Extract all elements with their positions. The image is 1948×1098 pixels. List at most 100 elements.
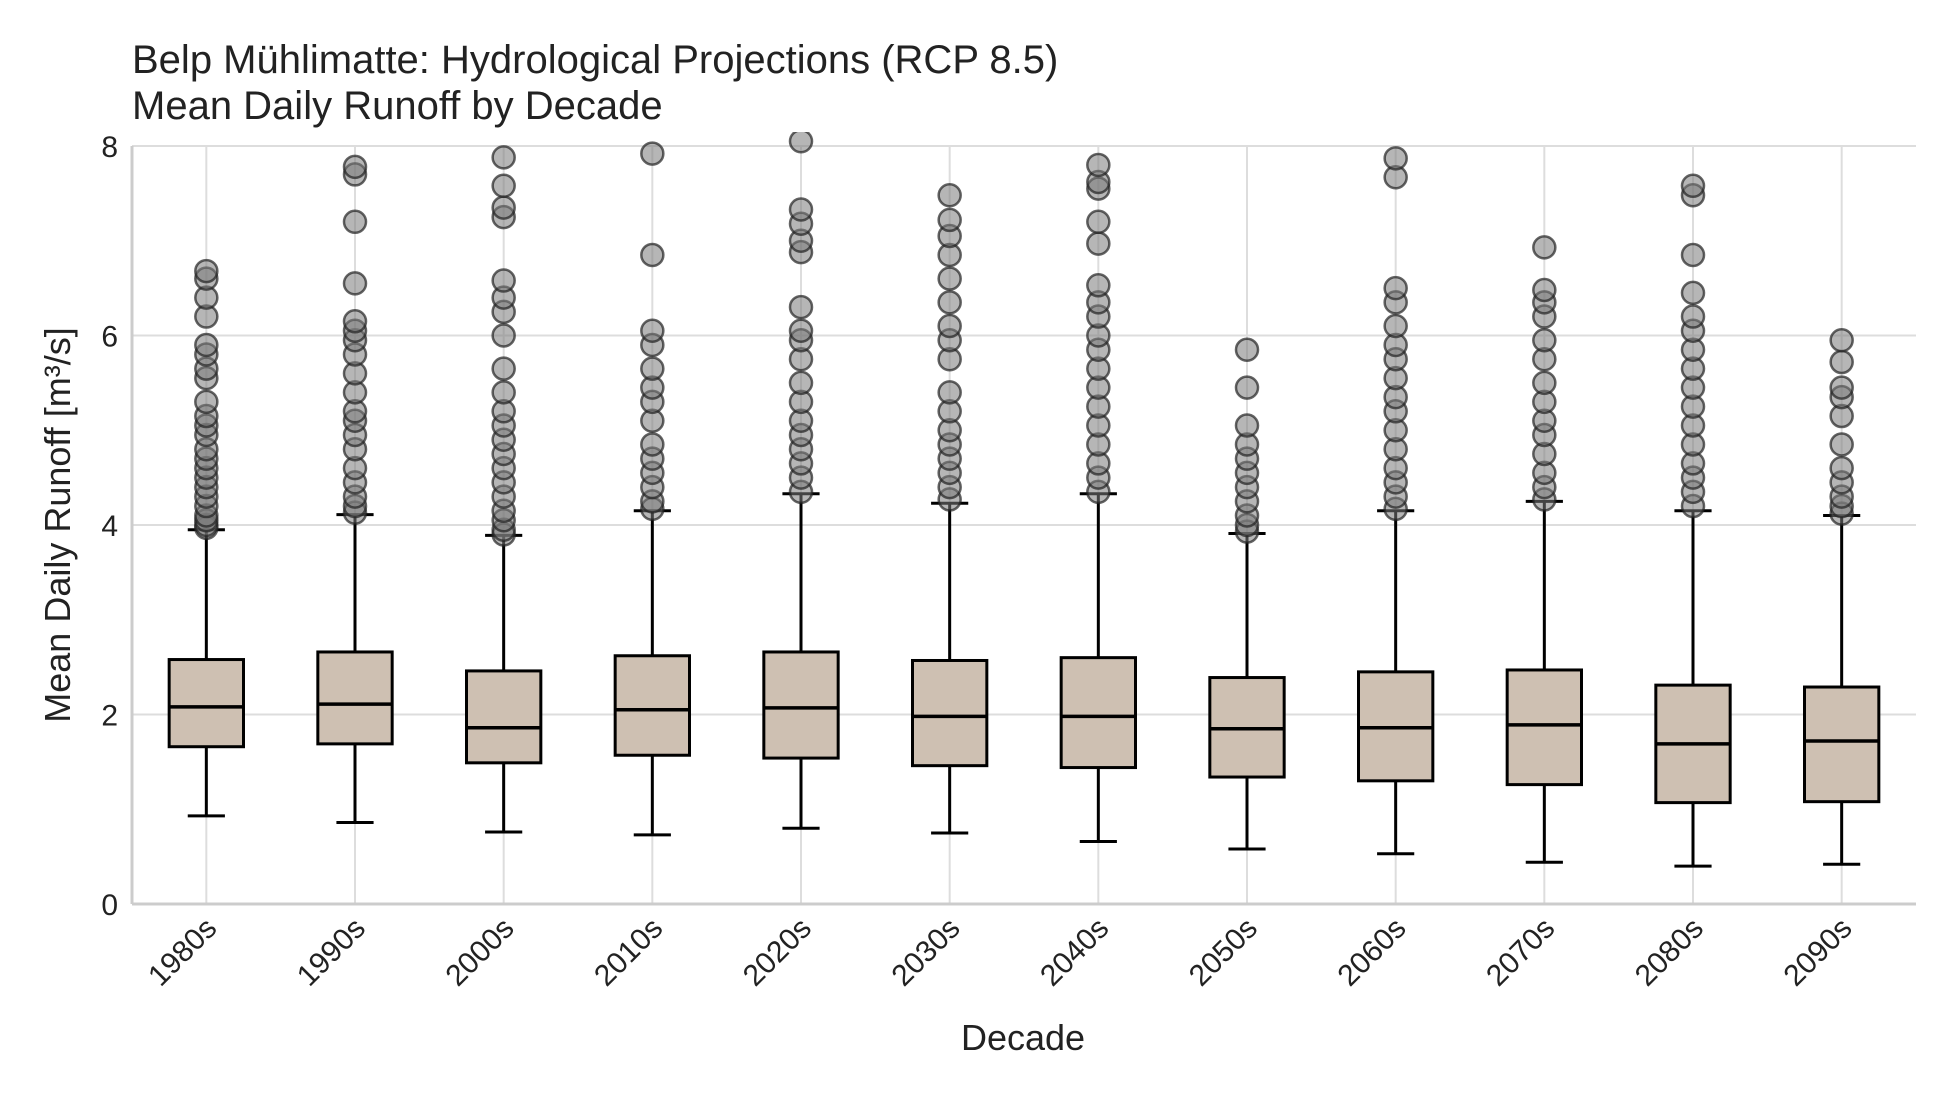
iqr-box [911, 658, 989, 768]
outlier-point [1829, 327, 1854, 353]
outlier-point [937, 380, 962, 405]
box-group-2020s [762, 132, 840, 830]
outlier-point [491, 195, 516, 220]
x-tick-label: 1980s [142, 912, 223, 993]
box-group-2060s [1357, 146, 1435, 856]
outlier-point [1829, 349, 1854, 375]
outlier-point [640, 141, 665, 166]
outlier-point [1532, 327, 1557, 353]
tick-labels: 0 2 4 6 8 1980s 1990s 2000s 2010s 2020s 2030s 2040s… [101, 131, 1858, 993]
outlier-point [937, 313, 962, 339]
outlier-point [937, 183, 962, 208]
outlier-point [1086, 209, 1111, 235]
outlier-point [788, 318, 814, 344]
outlier-point [1680, 304, 1706, 329]
outlier-point [1383, 313, 1408, 339]
x-tick-label: 2040s [1034, 912, 1115, 993]
outlier-point [937, 290, 962, 315]
box-group-1980s [167, 258, 246, 818]
y-axis-label: Mean Daily Runoff [m³/s] [37, 327, 78, 722]
iqr-box [1803, 685, 1881, 804]
iqr-box [613, 654, 692, 757]
x-tick-label: 2030s [885, 912, 966, 993]
outlier-point [1383, 146, 1408, 171]
x-tick-label: 1990s [291, 912, 372, 993]
box-group-2070s [1505, 235, 1583, 864]
grid-lines [132, 145, 1916, 905]
box-group-2050s [1208, 337, 1286, 851]
outlier-point [194, 258, 219, 284]
outlier-point [342, 209, 368, 235]
outlier-point [1086, 152, 1111, 178]
x-tick-label: 2090s [1777, 912, 1858, 993]
box-group-2090s [1803, 327, 1881, 866]
outlier-point [788, 197, 814, 222]
outlier-point [640, 318, 665, 344]
y-tick-label: 0 [101, 889, 118, 922]
box-group-2010s [613, 141, 692, 837]
outlier-point [937, 207, 962, 233]
box-group-2040s [1059, 152, 1137, 843]
outlier-point [491, 356, 516, 381]
iqr-box [762, 650, 840, 760]
outlier-point [788, 132, 814, 154]
outlier-point [640, 432, 665, 457]
y-tick-label: 2 [101, 700, 118, 733]
outlier-point [491, 268, 516, 293]
box-group-1990s [316, 154, 394, 825]
outlier-point [194, 332, 219, 358]
outlier-point [788, 370, 814, 396]
x-tick-label: 2010s [588, 912, 669, 993]
outlier-point [491, 380, 516, 405]
outlier-point [342, 154, 368, 180]
outlier-point [491, 173, 516, 199]
outlier-point [1234, 413, 1260, 438]
x-tick-label: 2080s [1629, 912, 1710, 993]
chart-title-line-2: Mean Daily Runoff by Decade [132, 84, 663, 128]
iqr-box [1505, 668, 1583, 787]
iqr-box [167, 658, 246, 749]
outlier-point [1829, 375, 1854, 400]
y-tick-label: 8 [101, 131, 118, 164]
iqr-box [1059, 656, 1137, 770]
outlier-point [491, 145, 516, 170]
outlier-point [1829, 455, 1854, 481]
x-tick-label: 2020s [737, 912, 818, 993]
outlier-point [342, 309, 368, 334]
outlier-point [937, 266, 962, 291]
box-group-2080s [1654, 173, 1732, 868]
outlier-point [1680, 280, 1706, 306]
box-group-2000s [465, 145, 543, 834]
iqr-box [316, 650, 394, 746]
x-tick-label: 2060s [1331, 912, 1412, 993]
outlier-point [1680, 173, 1706, 199]
outlier-point [1234, 337, 1260, 362]
outlier-point [1829, 432, 1854, 457]
x-tick-label: 2000s [439, 912, 520, 993]
outlier-point [1532, 277, 1557, 303]
y-tick-label: 4 [101, 510, 118, 543]
outlier-point [1532, 370, 1557, 396]
box-group-2030s [911, 183, 989, 835]
chart-title-line-1: Belp Mühlimatte: Hydrological Projection… [132, 38, 1058, 82]
x-tick-label: 2050s [1183, 912, 1264, 993]
outlier-point [788, 294, 814, 320]
outlier-point [342, 271, 368, 296]
outlier-point [491, 323, 516, 348]
x-axis-label: Decade [961, 1017, 1085, 1058]
x-tick-label: 2070s [1480, 912, 1561, 993]
outlier-point [1086, 273, 1111, 298]
outlier-point [1680, 242, 1706, 268]
outlier-point [1086, 231, 1111, 256]
outlier-point [640, 242, 665, 268]
outlier-point [1383, 275, 1408, 301]
outlier-point [194, 389, 219, 415]
outlier-point [1532, 235, 1557, 260]
box-series [167, 132, 1881, 868]
iqr-box [465, 669, 543, 765]
axes [130, 146, 1916, 906]
y-tick-label: 6 [101, 321, 118, 354]
outlier-point [640, 356, 665, 381]
outlier-point [1234, 375, 1260, 400]
